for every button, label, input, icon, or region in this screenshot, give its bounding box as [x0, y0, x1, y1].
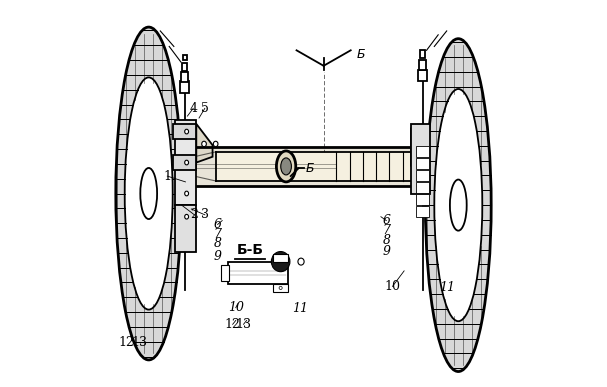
- Text: 6: 6: [214, 218, 222, 231]
- Bar: [180, 81, 189, 93]
- Ellipse shape: [185, 129, 189, 134]
- Polygon shape: [411, 128, 424, 166]
- Bar: [173, 124, 196, 139]
- Bar: [419, 60, 426, 70]
- Bar: [420, 50, 426, 58]
- Text: 12: 12: [119, 336, 135, 349]
- Bar: [273, 254, 288, 262]
- Bar: [182, 63, 188, 71]
- Bar: [411, 124, 430, 194]
- Bar: [416, 206, 429, 217]
- Text: 2: 2: [191, 208, 198, 221]
- Text: 3: 3: [201, 208, 209, 221]
- Text: Б: Б: [305, 162, 314, 175]
- Bar: [416, 146, 429, 157]
- Bar: [175, 120, 196, 205]
- Bar: [183, 55, 186, 60]
- Bar: [228, 262, 288, 284]
- Ellipse shape: [276, 151, 296, 182]
- Text: 13: 13: [236, 318, 251, 331]
- Text: 10: 10: [384, 280, 401, 293]
- Text: 11: 11: [291, 302, 308, 315]
- Ellipse shape: [281, 158, 291, 175]
- Ellipse shape: [279, 286, 282, 289]
- Text: 8: 8: [214, 237, 222, 250]
- Text: 9: 9: [214, 250, 222, 263]
- Text: 8: 8: [382, 234, 390, 247]
- Bar: [181, 72, 188, 82]
- Text: 9: 9: [382, 245, 390, 258]
- Ellipse shape: [202, 141, 206, 147]
- Bar: [416, 194, 429, 205]
- Text: 4: 4: [189, 102, 197, 115]
- Ellipse shape: [298, 258, 304, 265]
- Text: 1: 1: [163, 170, 171, 183]
- Bar: [418, 70, 427, 81]
- Bar: [173, 155, 196, 170]
- Text: 7: 7: [214, 228, 222, 241]
- Ellipse shape: [140, 168, 157, 219]
- Bar: [175, 205, 196, 252]
- Ellipse shape: [450, 180, 467, 231]
- Ellipse shape: [434, 89, 483, 321]
- Ellipse shape: [185, 214, 189, 219]
- Bar: [416, 170, 429, 181]
- Bar: [221, 265, 229, 281]
- Ellipse shape: [426, 39, 491, 372]
- Ellipse shape: [271, 252, 290, 272]
- Ellipse shape: [185, 160, 189, 165]
- Text: Б-Б: Б-Б: [237, 243, 263, 257]
- Ellipse shape: [185, 191, 189, 196]
- Ellipse shape: [124, 77, 173, 310]
- Text: Б: Б: [356, 48, 365, 61]
- Text: 10: 10: [228, 301, 244, 314]
- Text: 13: 13: [131, 336, 147, 349]
- Bar: [416, 182, 429, 193]
- Text: 11: 11: [439, 281, 455, 294]
- Bar: [273, 284, 288, 292]
- Polygon shape: [196, 124, 212, 163]
- Bar: [416, 158, 429, 169]
- Ellipse shape: [116, 27, 181, 360]
- Text: 7: 7: [382, 224, 390, 237]
- Ellipse shape: [213, 141, 218, 147]
- Text: 12: 12: [225, 318, 240, 331]
- Text: 6: 6: [382, 214, 390, 227]
- Text: 5: 5: [201, 102, 209, 115]
